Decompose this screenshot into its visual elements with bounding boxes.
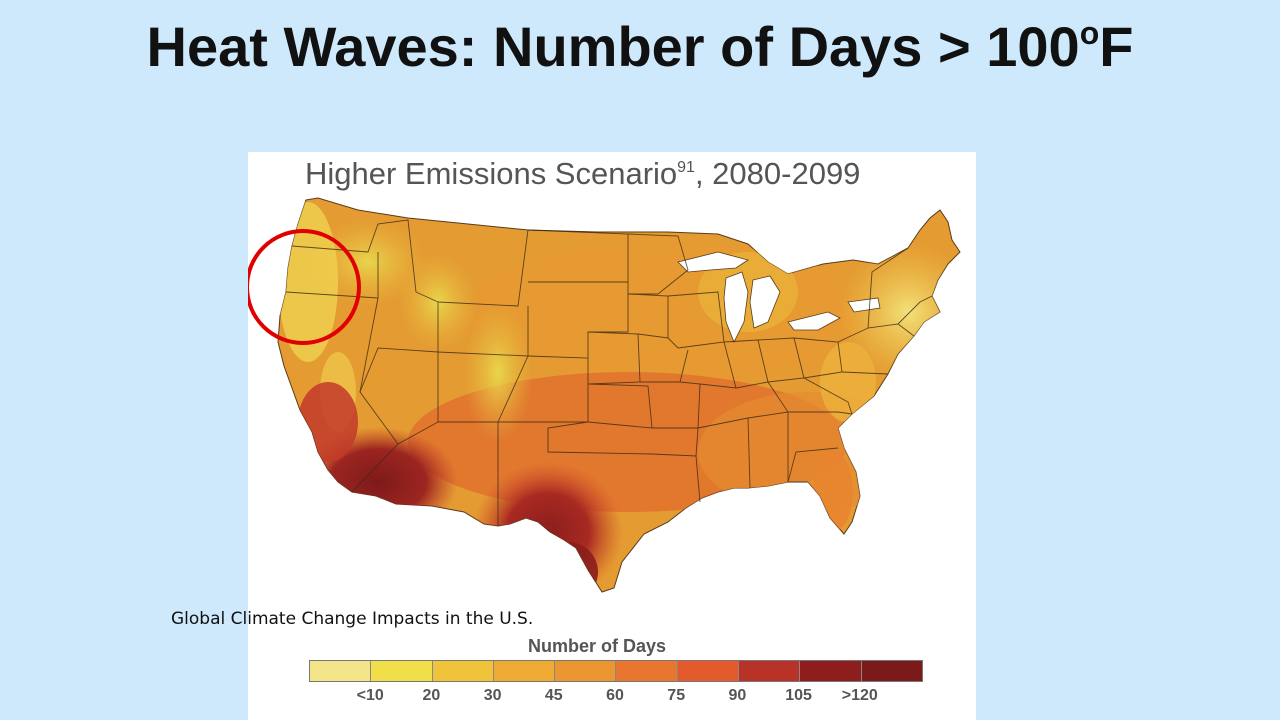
source-caption: Global Climate Change Impacts in the U.S… [171, 609, 534, 629]
legend-swatch [861, 661, 922, 681]
legend-tick-label: <10 [356, 687, 384, 704]
map-panel: Higher Emissions Scenario91, 2080-2099 N… [248, 152, 976, 720]
legend-swatch [555, 661, 617, 681]
legend-swatch [493, 661, 556, 681]
us-map-area [277, 197, 961, 593]
map-heading-years: , 2080-2099 [694, 156, 861, 191]
title-text: Heat Waves: Number of Days > 100 [146, 15, 1080, 78]
legend-tick-label: >120 [841, 687, 878, 704]
legend-swatch [616, 661, 678, 681]
great-lakes [677, 251, 881, 343]
legend-swatch [310, 661, 372, 681]
map-heading: Higher Emissions Scenario91, 2080-2099 [305, 156, 860, 192]
legend-tick-label: 45 [544, 687, 563, 704]
legend-swatch [800, 661, 862, 681]
legend-tick-label: 20 [422, 687, 441, 704]
highlight-circle [248, 229, 361, 345]
legend-tick-label: 90 [728, 687, 747, 704]
legend-ticks: <10 20 30 45 60 75 90 105 >120 [309, 687, 921, 709]
map-heading-text: Higher Emissions Scenario [305, 156, 678, 191]
legend-swatch [432, 661, 494, 681]
us-heat-map [248, 197, 961, 593]
legend-tick-label: 60 [606, 687, 624, 704]
title-unit: F [1099, 15, 1134, 78]
legend-tick-label: 105 [785, 687, 812, 704]
map-heading-footnote: 91 [677, 159, 695, 176]
legend-swatch [371, 661, 433, 681]
state-boundaries [285, 219, 933, 526]
slide-title: Heat Waves: Number of Days > 100oF [0, 14, 1280, 79]
legend-swatch [677, 661, 740, 681]
legend-bar [309, 660, 923, 682]
legend-swatch [739, 661, 801, 681]
legend-tick-label: 75 [667, 687, 686, 704]
legend-title: Number of Days [528, 636, 667, 656]
legend-tick-label: 30 [483, 687, 502, 704]
title-degree-superscript: o [1079, 15, 1100, 51]
